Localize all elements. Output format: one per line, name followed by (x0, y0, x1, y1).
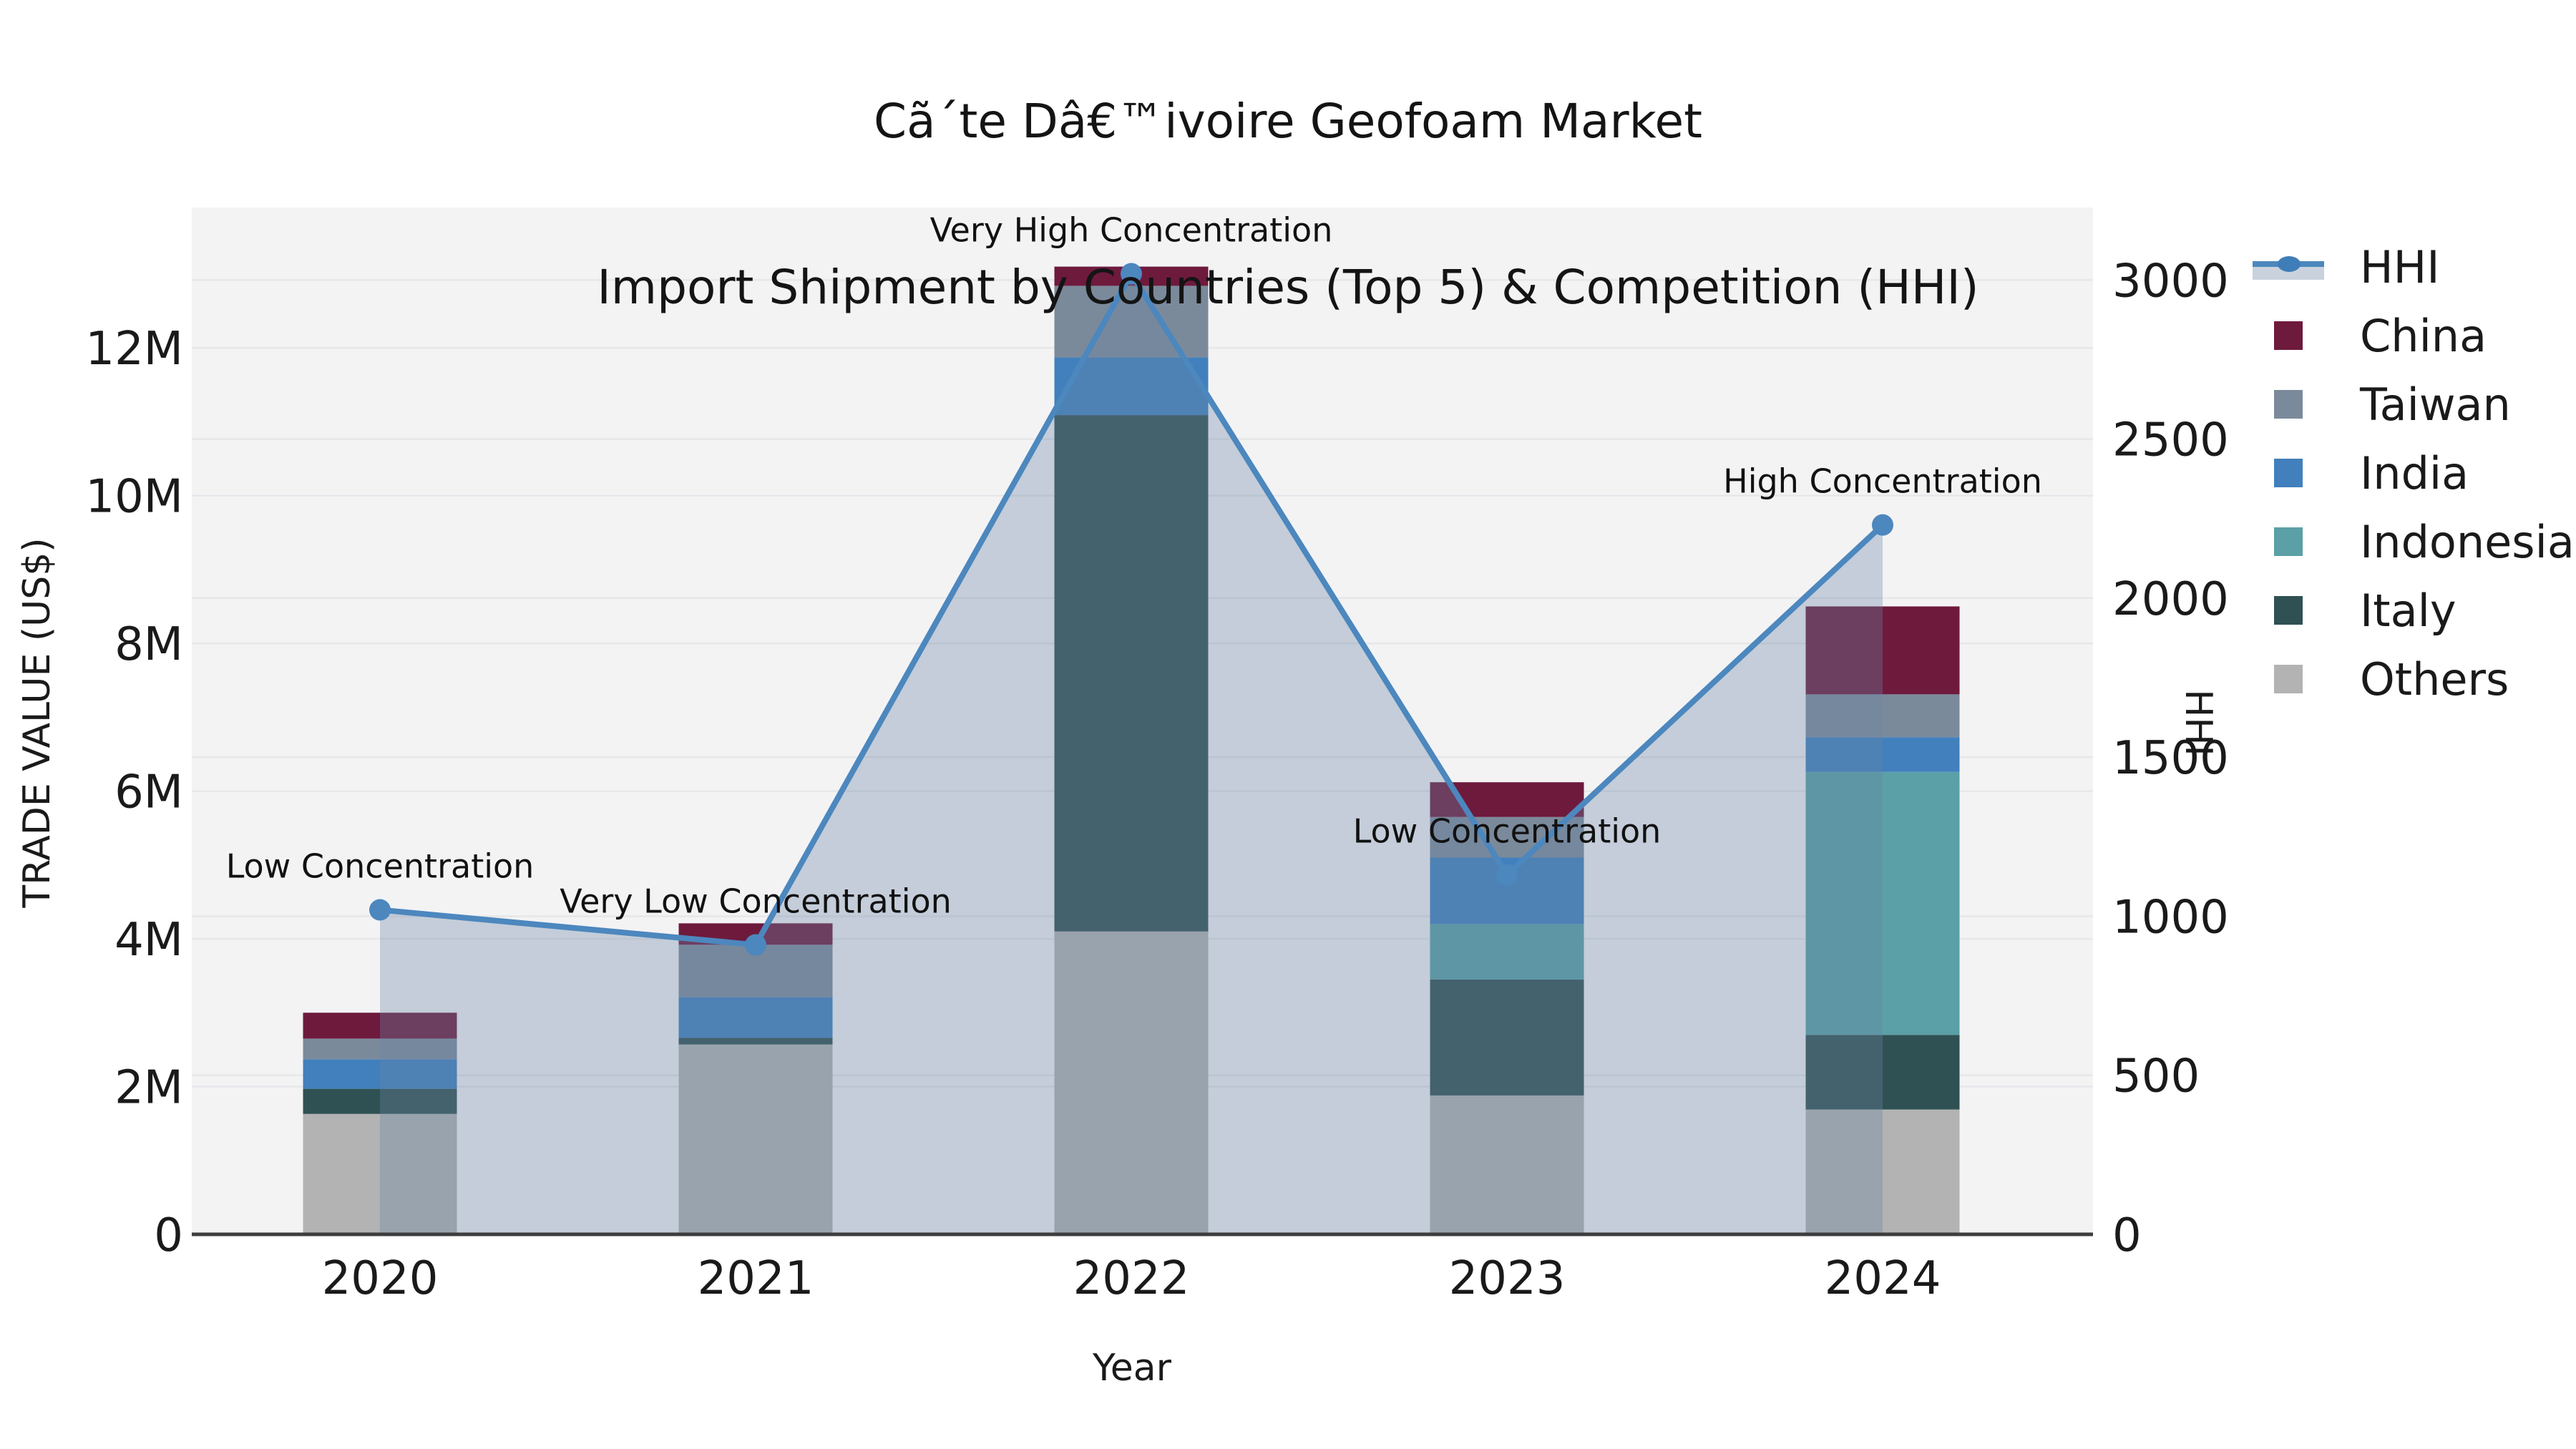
bar-2023 (1430, 782, 1584, 1234)
legend-item-china: China (2247, 301, 2575, 370)
legend-label: Taiwan (2360, 378, 2511, 431)
bar-segment-italy (1805, 1035, 1960, 1110)
legend-swatch-indonesia (2274, 527, 2303, 556)
bar-segment-others (303, 1113, 457, 1234)
bar-segment-india (1805, 737, 1960, 772)
bar-segment-italy (678, 1038, 833, 1045)
hhi-marker (745, 934, 766, 956)
legend-item-indonesia: Indonesia (2247, 507, 2575, 576)
x-axis-title: Year (1092, 1347, 1172, 1390)
bar-segment-indonesia (1430, 924, 1584, 980)
bar-2024 (1805, 606, 1960, 1234)
annotation: Low Concentration (226, 847, 535, 886)
legend-color-swatch (2247, 459, 2331, 487)
legend-item-others: Others (2247, 645, 2575, 713)
y-axis-left-title: TRADE VALUE (US$) (16, 537, 59, 908)
bar-2020 (303, 1013, 457, 1234)
bar-2022 (1054, 266, 1209, 1234)
legend-color-swatch (2247, 321, 2331, 350)
y-right-tick-label: 3000 (2112, 255, 2229, 308)
y-left-tick-label: 2M (114, 1062, 183, 1115)
bar-segment-indonesia (1805, 771, 1960, 1035)
legend-swatch-china (2274, 321, 2303, 350)
y-left-tick-label: 10M (85, 471, 183, 524)
bar-segment-india (303, 1059, 457, 1089)
chart-title-line1: Cã´te Dâ€™ivoire Geofoam Market (874, 94, 1702, 149)
y-right-tick-label: 0 (2112, 1209, 2142, 1262)
bar-segment-taiwan (303, 1038, 457, 1060)
y-left-tick-label: 4M (114, 914, 183, 967)
bars (303, 266, 1960, 1234)
bar-segment-china (303, 1013, 457, 1039)
x-tick-label: 2023 (1449, 1252, 1566, 1305)
legend-item-taiwan: Taiwan (2247, 370, 2575, 439)
y-left-tick-label: 8M (114, 618, 183, 671)
legend-label: India (2360, 447, 2469, 499)
legend-hhi-marker-icon (2278, 256, 2301, 272)
bar-segment-others (1430, 1095, 1584, 1234)
bar-segment-china (1805, 606, 1960, 695)
y-left-tick-label: 6M (114, 766, 183, 819)
y-right-tick-label: 1000 (2112, 891, 2229, 944)
legend-label: Others (2360, 653, 2509, 706)
y-right-tick-label: 1500 (2112, 732, 2229, 785)
y-left-tick-label: 0 (154, 1209, 183, 1262)
legend-color-swatch (2247, 665, 2331, 693)
hhi-marker (1496, 864, 1518, 886)
bar-segment-italy (1054, 415, 1209, 932)
bar-segment-others (1054, 931, 1209, 1234)
x-tick-label: 2020 (322, 1252, 439, 1305)
y-right-tick-label: 2500 (2112, 414, 2229, 467)
bar-2021 (678, 923, 833, 1234)
legend-label: HHI (2360, 240, 2440, 293)
bar-segment-italy (1430, 979, 1584, 1096)
legend-item-italy: Italy (2247, 576, 2575, 645)
legend-label: Italy (2360, 584, 2457, 637)
chart-title-line2: Import Shipment by Countries (Top 5) & C… (597, 260, 1979, 315)
legend-color-swatch (2247, 596, 2331, 625)
bar-segment-india (678, 997, 833, 1038)
annotation: Very Low Concentration (560, 882, 952, 920)
x-tick-label: 2022 (1073, 1252, 1190, 1305)
hhi-area (380, 273, 1883, 1234)
legend-swatch-taiwan (2274, 390, 2303, 419)
annotation: Low Concentration (1353, 812, 1662, 851)
annotation: High Concentration (1723, 462, 2042, 501)
legend-swatch-others (2274, 665, 2303, 693)
legend: HHI China Taiwan India Indonesia Italy Others (2247, 233, 2575, 713)
legend-color-swatch (2247, 390, 2331, 419)
bar-segment-taiwan (1805, 694, 1960, 738)
bar-segment-italy (303, 1088, 457, 1114)
bar-segment-taiwan (1054, 286, 1209, 358)
x-tick-label: 2024 (1825, 1252, 1941, 1305)
hhi-marker (369, 899, 391, 921)
hhi-marker (1121, 263, 1142, 285)
legend-label: Indonesia (2360, 515, 2575, 568)
legend-color-swatch (2247, 527, 2331, 556)
bar-segment-others (1805, 1109, 1960, 1234)
x-tick-label: 2021 (698, 1252, 814, 1305)
y-right-tick-label: 2000 (2112, 573, 2229, 626)
legend-label: China (2360, 309, 2487, 362)
y-right-tick-label: 500 (2112, 1050, 2200, 1103)
annotation: Very High Concentration (930, 210, 1333, 249)
bar-segment-others (678, 1044, 833, 1234)
legend-item-india: India (2247, 439, 2575, 507)
legend-hhi-line-icon (2247, 251, 2331, 283)
legend-swatch-italy (2274, 596, 2303, 625)
legend-swatch-india (2274, 459, 2303, 487)
hhi-marker (1872, 514, 1893, 536)
y-axis-right-title: HHI (2177, 689, 2220, 756)
legend-item-hhi: HHI (2247, 233, 2575, 301)
y-left-tick-label: 12M (85, 323, 183, 376)
